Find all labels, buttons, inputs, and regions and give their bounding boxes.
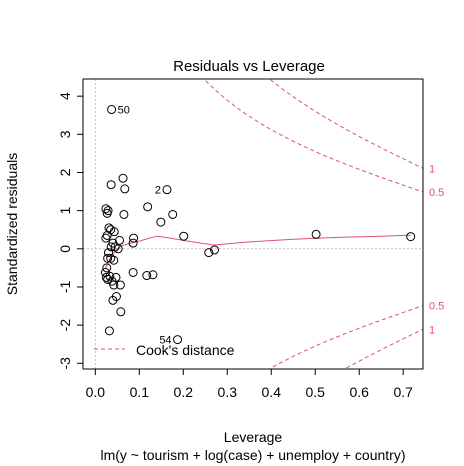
data-point — [107, 105, 117, 115]
y-tick-label: -1 — [57, 281, 73, 294]
data-point — [105, 271, 115, 281]
data-point — [104, 248, 114, 258]
x-axis-label: Leverage — [224, 429, 283, 445]
cooks-upper-1-curve — [268, 79, 423, 169]
data-point — [128, 238, 138, 248]
data-point — [106, 242, 116, 252]
x-tick-label: 0.0 — [86, 384, 106, 400]
y-tick-label: -3 — [57, 357, 73, 370]
x-tick-label: 0.1 — [130, 384, 150, 400]
data-point — [119, 209, 129, 219]
cooks-upper-0-5-curve — [203, 79, 423, 193]
data-point — [115, 235, 125, 245]
y-tick-label: 3 — [57, 130, 73, 138]
data-point — [128, 267, 138, 277]
axes: 0.0 0.1 0.2 0.3 0.4 0.5 0.6 0.7 -3 -2 -1 0 1 2 3 4 — [57, 92, 413, 400]
y-tick-label: 1 — [57, 207, 73, 215]
x-tick-label: 0.7 — [393, 384, 413, 400]
y-tick-label: -2 — [57, 319, 73, 332]
chart-title: Residuals vs Leverage — [173, 58, 325, 75]
data-point — [406, 232, 416, 242]
cooks-level-labels: 0.5 0.5 1 1 — [429, 163, 444, 336]
data-point — [148, 270, 158, 280]
y-tick-label: 0 — [57, 245, 73, 253]
data-point — [179, 231, 189, 241]
data-point — [156, 217, 166, 227]
data-point — [103, 274, 113, 284]
x-tick-label: 0.5 — [306, 384, 326, 400]
data-point — [109, 280, 119, 290]
y-tick-label: 2 — [57, 168, 73, 176]
data-point — [142, 271, 152, 281]
cooks-lower-1-label: 1 — [429, 324, 435, 336]
data-point — [102, 263, 112, 273]
legend: Cook's distance — [94, 342, 235, 358]
data-point — [109, 227, 119, 237]
data-point — [104, 223, 114, 233]
data-point — [129, 233, 139, 243]
x-tick-label: 0.2 — [174, 384, 194, 400]
data-point — [118, 173, 128, 183]
smooth-line — [104, 234, 411, 269]
data-point — [109, 255, 119, 265]
data-point — [120, 184, 130, 194]
data-point — [116, 307, 126, 317]
data-point — [143, 202, 153, 212]
x-tick-label: 0.4 — [262, 384, 282, 400]
data-point — [210, 245, 220, 255]
plot-frame — [82, 78, 424, 370]
x-tick-label: 0.3 — [218, 384, 238, 400]
plot-area: 50 2 54 — [83, 79, 423, 369]
data-point — [168, 209, 178, 219]
data-point — [113, 244, 123, 254]
data-point — [102, 208, 112, 218]
data-point — [311, 229, 321, 239]
cooks-lower-0-5-label: 0.5 — [429, 301, 444, 313]
data-point — [106, 180, 116, 190]
data-point — [103, 253, 113, 263]
point-label-50: 50 — [118, 105, 130, 117]
data-point — [104, 326, 114, 336]
data-point — [204, 248, 214, 258]
y-tick-label: 4 — [57, 92, 73, 100]
data-point — [115, 280, 125, 290]
y-axis-label: Standardized residuals — [4, 153, 20, 295]
data-point — [108, 295, 118, 305]
cooks-upper-0-5-label: 0.5 — [429, 187, 444, 199]
point-label-54: 54 — [159, 335, 171, 347]
subtitle: lm(y ~ tourism + log(case) + unemploy + … — [100, 447, 405, 463]
data-point — [101, 233, 111, 243]
data-point — [173, 335, 183, 345]
data-point — [162, 185, 172, 195]
legend-label: Cook's distance — [136, 342, 235, 358]
cooks-upper-1-label: 1 — [429, 163, 435, 175]
data-point — [101, 204, 111, 214]
point-label-2: 2 — [155, 185, 161, 197]
x-tick-label: 0.6 — [349, 384, 369, 400]
